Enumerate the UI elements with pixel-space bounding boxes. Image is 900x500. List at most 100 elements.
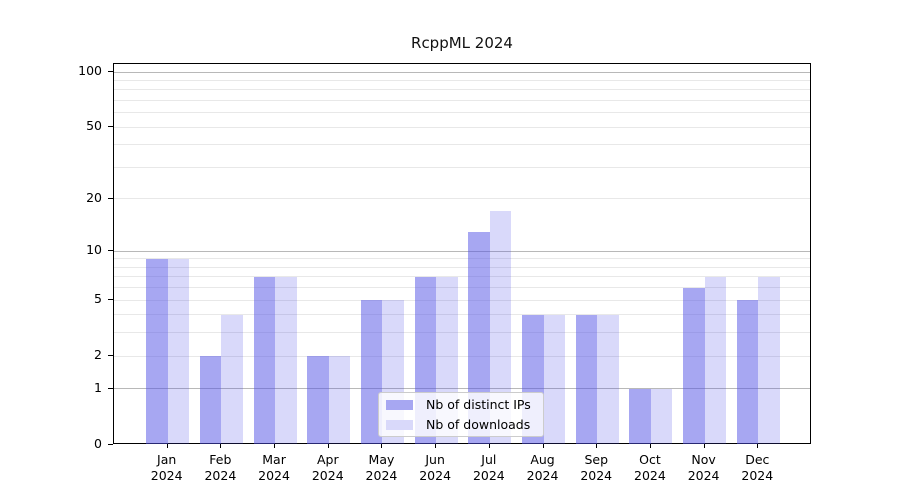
gridline-minor-6 [114,287,810,289]
legend: Nb of distinct IPs Nb of downloads [378,392,544,437]
xtick-year-apr: 2024 [311,468,344,483]
ytick-mark-0 [108,444,113,445]
xtick-year-oct: 2024 [634,468,666,483]
xtick-month-jan: Jan [157,452,177,467]
gridline-minor-40 [114,144,810,146]
gridline-minor-60 [114,112,810,114]
xtick-year-dec: 2024 [741,468,774,483]
bar-downloads-feb [221,314,243,444]
ytick-mark-100 [108,71,113,72]
gridline-minor-20 [114,198,810,200]
xtick-mark-jun [435,444,437,448]
legend-swatch-downloads [386,419,413,430]
xtick-month-feb: Feb [209,452,232,467]
bar-downloads-oct [650,388,673,444]
xtick-mark-may [381,444,383,448]
gridline-minor-9 [114,258,810,260]
xtick-mark-dec [757,444,759,448]
bar-downloads-mar [275,276,297,444]
gridline-minor-5 [114,299,810,301]
xtick-label-oct: Oct 2024 [618,452,682,484]
chart-title: RcppML 2024 [411,34,513,52]
xtick-mark-oct [649,444,651,448]
ytick-label-100: 100 [78,63,102,78]
ytick-label-20: 20 [86,189,102,205]
bar-downloads-aug [543,314,565,444]
gridline-minor-8 [114,266,810,268]
xtick-month-may: May [368,452,395,467]
ytick-label-10: 10 [86,242,102,258]
xtick-month-aug: Aug [530,452,555,467]
plot-area [113,63,811,444]
bar-distinct-ips-jul [468,231,490,444]
gridline-major-10 [114,250,810,252]
bar-distinct-ips-apr [307,356,329,444]
xtick-label-mar: Mar 2024 [242,452,306,484]
gridline-major-100 [114,71,810,73]
gridline-minor-70 [114,99,810,101]
xtick-year-jan: 2024 [150,468,183,483]
xtick-mark-mar [274,444,276,448]
xtick-year-nov: 2024 [687,468,720,483]
bar-distinct-ips-dec [736,300,759,444]
xtick-label-nov: Nov 2024 [672,452,736,484]
ytick-label-50: 50 [86,118,102,134]
xtick-year-jul: 2024 [472,468,505,483]
bar-distinct-ips-mar [253,276,276,444]
xtick-month-dec: Dec [745,452,770,467]
xtick-year-mar: 2024 [258,468,290,483]
xtick-month-jul: Jul [481,452,497,467]
xtick-year-may: 2024 [365,468,398,483]
ytick-mark-1 [108,387,113,389]
ytick-label-2: 2 [94,347,102,363]
xtick-label-jan: Jan 2024 [135,452,199,484]
bar-distinct-ips-oct [629,388,651,444]
xtick-month-sep: Sep [584,452,608,467]
xtick-month-nov: Nov [691,452,716,467]
gridline-minor-7 [114,276,810,278]
xtick-label-apr: Apr 2024 [296,452,360,484]
ytick-label-5: 5 [94,291,102,307]
xtick-mark-feb [220,444,222,448]
legend-label-distinct-ips: Nb of distinct IPs [426,397,531,412]
legend-swatch-distinct-ips [386,399,413,410]
xtick-month-jun: Jun [425,452,445,467]
xtick-mark-jan [166,444,168,448]
legend-row-distinct-ips: Nb of distinct IPs [386,397,543,412]
legend-row-downloads: Nb of downloads [386,417,543,432]
xtick-label-dec: Dec 2024 [725,452,789,484]
xtick-month-oct: Oct [639,452,661,467]
xtick-month-mar: Mar [262,452,286,467]
bar-downloads-jan [167,258,190,444]
bar-downloads-dec [758,276,780,444]
xtick-label-jul: Jul 2024 [457,452,521,484]
gridline-minor-80 [114,89,810,91]
ytick-label-0: 0 [94,436,102,451]
bar-distinct-ips-nov [683,287,705,444]
bar-downloads-apr [328,356,351,444]
gridline-minor-90 [114,79,810,81]
bar-downloads-jul [489,211,512,444]
ytick-label-1: 1 [94,379,102,395]
xtick-year-jun: 2024 [419,468,452,483]
xtick-label-may: May 2024 [349,452,413,484]
xtick-mark-aug [542,444,544,448]
bar-downloads-nov [704,276,727,444]
xtick-mark-sep [596,444,598,448]
xtick-label-jun: Jun 2024 [403,452,467,484]
gridline-minor-50 [114,126,810,128]
legend-label-downloads: Nb of downloads [426,417,531,432]
xtick-year-sep: 2024 [580,468,613,483]
xtick-mark-jul [488,444,490,448]
ytick-mark-10 [108,250,113,252]
gridline-minor-2 [114,355,810,357]
bar-distinct-ips-jan [146,258,168,444]
xtick-label-sep: Sep 2024 [564,452,628,484]
bar-distinct-ips-feb [199,356,222,444]
ytick-mark-20 [108,197,113,199]
xtick-year-aug: 2024 [526,468,559,483]
xtick-month-apr: Apr [316,452,339,467]
gridline-major-1 [114,388,810,390]
gridline-minor-30 [114,166,810,168]
